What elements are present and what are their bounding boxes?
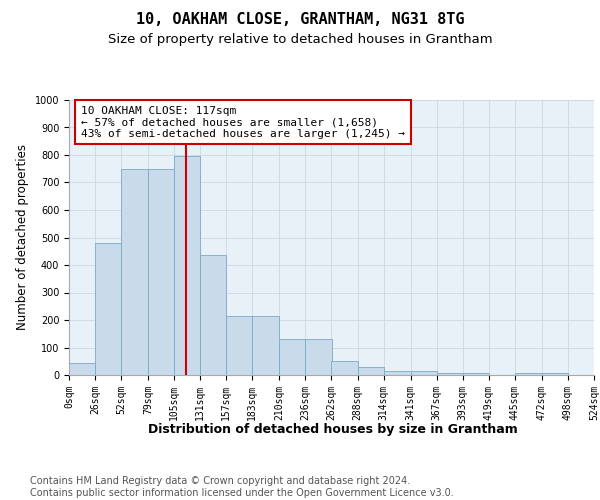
Bar (200, 256, 226, 375)
Bar (463, 373, 489, 375)
Bar (542, 373, 568, 375)
Bar (437, 373, 463, 375)
Bar (174, 156, 200, 375)
Bar (280, 339, 305, 375)
Bar (95, 243, 121, 375)
Bar (226, 316, 253, 375)
Y-axis label: Number of detached properties: Number of detached properties (16, 144, 29, 330)
Bar (358, 368, 383, 375)
Text: Size of property relative to detached houses in Grantham: Size of property relative to detached ho… (107, 32, 493, 46)
Text: Distribution of detached houses by size in Grantham: Distribution of detached houses by size … (148, 422, 518, 436)
Bar (515, 373, 542, 375)
Bar (305, 339, 331, 375)
Bar (69, 364, 95, 375)
Text: 10 OAKHAM CLOSE: 117sqm
← 57% of detached houses are smaller (1,658)
43% of semi: 10 OAKHAM CLOSE: 117sqm ← 57% of detache… (81, 106, 405, 138)
Bar (410, 371, 437, 375)
Bar (383, 371, 410, 375)
Text: Contains HM Land Registry data © Crown copyright and database right 2024.
Contai: Contains HM Land Registry data © Crown c… (30, 476, 454, 498)
Bar (253, 316, 280, 375)
Bar (121, 169, 148, 375)
Bar (148, 169, 174, 375)
Text: 10, OAKHAM CLOSE, GRANTHAM, NG31 8TG: 10, OAKHAM CLOSE, GRANTHAM, NG31 8TG (136, 12, 464, 28)
Bar (331, 360, 358, 375)
